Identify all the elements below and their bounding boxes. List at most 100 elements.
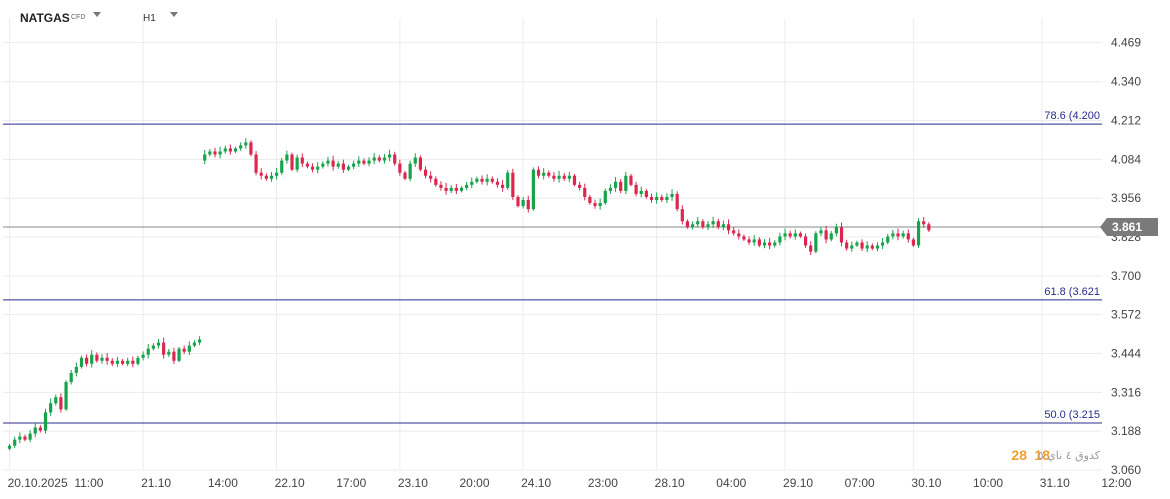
candle-bear bbox=[480, 178, 484, 182]
candle-bull bbox=[280, 160, 284, 173]
candle-bull bbox=[521, 200, 525, 207]
candle-bull bbox=[346, 166, 351, 170]
candle-bear bbox=[583, 187, 587, 197]
candle-bull bbox=[598, 203, 602, 207]
x-tick-label: 28.10 bbox=[655, 476, 685, 490]
candle-bull bbox=[208, 151, 212, 155]
y-tick-label: 4.340 bbox=[1111, 75, 1141, 89]
candle-bear bbox=[747, 239, 751, 243]
y-tick-label: 3.188 bbox=[1111, 424, 1141, 438]
candle-bear bbox=[737, 233, 741, 237]
candle-bear bbox=[439, 184, 443, 188]
candle-bear bbox=[105, 357, 109, 361]
candle-bear bbox=[644, 190, 648, 197]
x-tick-label: 12:00 bbox=[1101, 476, 1131, 490]
symbol-type: CFD bbox=[71, 14, 86, 21]
candle-bear bbox=[716, 221, 720, 228]
candle-bull bbox=[459, 187, 464, 191]
candle-bear bbox=[290, 154, 294, 170]
candle-bear bbox=[588, 196, 592, 204]
candle-bear bbox=[434, 178, 438, 185]
candle-bear bbox=[85, 357, 89, 364]
candle-bull bbox=[115, 360, 120, 364]
x-tick-label: 29.10 bbox=[783, 476, 813, 490]
candle-bull bbox=[901, 233, 905, 237]
candle-bull bbox=[670, 193, 674, 197]
candle-bull bbox=[706, 224, 710, 228]
candle-bear bbox=[393, 154, 397, 164]
candle-bull bbox=[891, 233, 895, 237]
candle-bull bbox=[74, 366, 78, 373]
candle-bear bbox=[757, 239, 761, 246]
candle-bull bbox=[531, 169, 535, 210]
grid-lines bbox=[3, 18, 1102, 471]
candle-bull bbox=[100, 357, 104, 361]
fib-level-label: 78.6 (4.200 bbox=[1044, 110, 1100, 122]
candle-bear bbox=[59, 397, 63, 410]
candle-bull bbox=[285, 154, 289, 161]
x-tick-label: 04:00 bbox=[716, 476, 746, 490]
candle-bear bbox=[660, 196, 664, 201]
candle-bear bbox=[172, 351, 176, 361]
candle-bear bbox=[562, 175, 566, 179]
timeframe-selector[interactable]: H1 bbox=[143, 13, 156, 24]
candle-bear bbox=[911, 239, 916, 246]
candle-bull bbox=[49, 403, 53, 413]
caret-down-icon[interactable] bbox=[93, 12, 101, 17]
candle-bull bbox=[850, 245, 854, 249]
candle-bull bbox=[79, 357, 84, 367]
candle-bear bbox=[490, 178, 494, 182]
candle-bear bbox=[511, 172, 515, 197]
candle-bull bbox=[233, 148, 238, 152]
candle-bull bbox=[413, 157, 417, 164]
candle-bull bbox=[336, 163, 340, 167]
x-tick-label: 14:00 bbox=[208, 476, 238, 490]
x-tick-label: 22.10 bbox=[275, 476, 305, 490]
candle-bull bbox=[881, 242, 885, 246]
watermark-text: ﮐﺪﻭﻕ ٤ ﻧﺎﻱ ٥ bbox=[1038, 449, 1101, 462]
candle-bull bbox=[814, 233, 818, 252]
candle-bear bbox=[23, 436, 27, 440]
fibonacci-levels: 78.6 (4.200 61.8 (3.621 50.0 (3.215 bbox=[3, 110, 1102, 424]
candle-bull bbox=[203, 154, 207, 161]
candle-bear bbox=[38, 427, 42, 431]
candle-bull bbox=[269, 175, 274, 179]
candle-bear bbox=[593, 203, 597, 207]
candle-bull bbox=[136, 357, 140, 364]
candle-bear bbox=[726, 224, 731, 231]
y-tick-label: 4.084 bbox=[1111, 152, 1141, 166]
candle-bull bbox=[603, 190, 607, 204]
candle-bull bbox=[624, 175, 628, 191]
candle-bull bbox=[613, 181, 618, 188]
watermark-number-2: 18 bbox=[1034, 447, 1050, 463]
candle-bear bbox=[526, 200, 530, 210]
chart-toolbar: NATGAS CFD H1 bbox=[0, 0, 1100, 36]
caret-down-icon[interactable] bbox=[170, 12, 178, 17]
symbol-name[interactable]: NATGAS bbox=[20, 11, 70, 25]
candle-bear bbox=[572, 175, 577, 185]
candle-bear bbox=[516, 196, 520, 207]
candle-bull bbox=[465, 184, 469, 188]
candle-bear bbox=[701, 221, 705, 228]
candle-bear bbox=[259, 172, 263, 176]
x-tick-label: 21.10 bbox=[141, 476, 171, 490]
fib-level-label: 50.0 (3.215 bbox=[1044, 409, 1100, 421]
candle-bull bbox=[177, 348, 181, 361]
candle-bear bbox=[798, 233, 803, 237]
candle-bull bbox=[90, 354, 94, 364]
candle-bull bbox=[146, 348, 150, 355]
candle-bear bbox=[839, 227, 844, 243]
candle-bull bbox=[13, 439, 17, 446]
x-tick-label: 23.10 bbox=[398, 476, 428, 490]
y-tick-label: 3.060 bbox=[1111, 463, 1141, 477]
candle-bear bbox=[845, 242, 849, 249]
candle-bull bbox=[721, 224, 725, 228]
candle-bear bbox=[495, 181, 500, 185]
x-tick-label: 23:00 bbox=[588, 476, 618, 490]
candle-bull bbox=[762, 242, 767, 246]
candle-bull bbox=[865, 245, 869, 249]
candle-bear bbox=[824, 230, 828, 240]
candle-bull bbox=[64, 382, 68, 410]
candle-bear bbox=[649, 196, 654, 201]
